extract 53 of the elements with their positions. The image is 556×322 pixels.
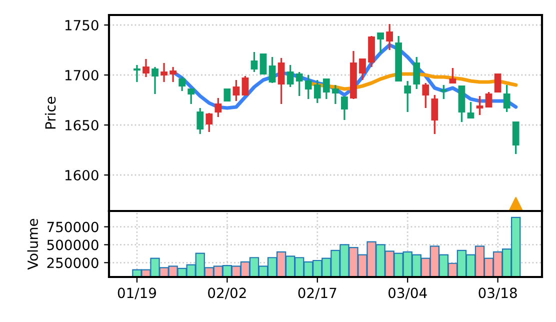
candlestick <box>503 84 510 113</box>
candlestick <box>286 64 294 88</box>
y-tick-label: 750000 <box>47 222 98 232</box>
candlestick <box>160 62 168 83</box>
candlestick <box>332 84 339 105</box>
x-tick-label: 02/17 <box>298 288 336 300</box>
candlestick <box>250 51 258 73</box>
candlestick <box>152 66 158 95</box>
y-tick-label: 250000 <box>47 258 98 268</box>
candlestick <box>467 101 474 119</box>
x-tick-label: 03/04 <box>388 288 427 300</box>
candlestick <box>413 56 420 90</box>
candlestick <box>278 57 285 105</box>
candlestick <box>314 79 321 104</box>
candlestick <box>178 76 186 92</box>
candlestick <box>341 96 348 121</box>
candlestick <box>485 91 492 108</box>
x-tick-label: 03/18 <box>478 288 517 300</box>
candlestick <box>476 95 484 116</box>
y-axis-title: Volume <box>27 218 38 270</box>
candlestick <box>440 84 448 100</box>
candlestick <box>377 32 384 54</box>
candlestick <box>404 80 412 113</box>
candlestick <box>304 74 312 100</box>
y-tick-label: 1750 <box>65 20 98 30</box>
candlestick <box>512 121 520 155</box>
x-tick-label: 01/19 <box>118 288 156 300</box>
candlestick <box>296 71 303 97</box>
candlestick <box>206 112 213 133</box>
candlestick <box>142 58 150 78</box>
candlestick <box>431 94 438 135</box>
candlestick <box>242 75 249 96</box>
candlestick <box>422 82 430 109</box>
candlestick <box>170 66 176 83</box>
y-tick-label: 1650 <box>65 120 98 130</box>
candlestick <box>359 58 366 81</box>
y-tick-label: 1700 <box>65 70 98 80</box>
candlestick <box>260 53 267 75</box>
candlestick <box>188 88 195 105</box>
x-tick-label: 02/02 <box>208 288 246 300</box>
candlestick <box>268 56 276 84</box>
y-tick-label: 500000 <box>47 240 98 250</box>
candlestick <box>494 73 502 93</box>
candlestick <box>134 64 140 83</box>
candlestick <box>232 79 240 102</box>
y-axis-title: Price <box>44 96 56 129</box>
candlestick <box>322 78 330 100</box>
candlestick <box>386 23 393 51</box>
candlestick <box>214 97 222 118</box>
candlestick <box>224 88 231 102</box>
candlestick <box>196 107 204 135</box>
y-tick-label: 1600 <box>65 170 98 180</box>
candlestick <box>449 67 456 84</box>
